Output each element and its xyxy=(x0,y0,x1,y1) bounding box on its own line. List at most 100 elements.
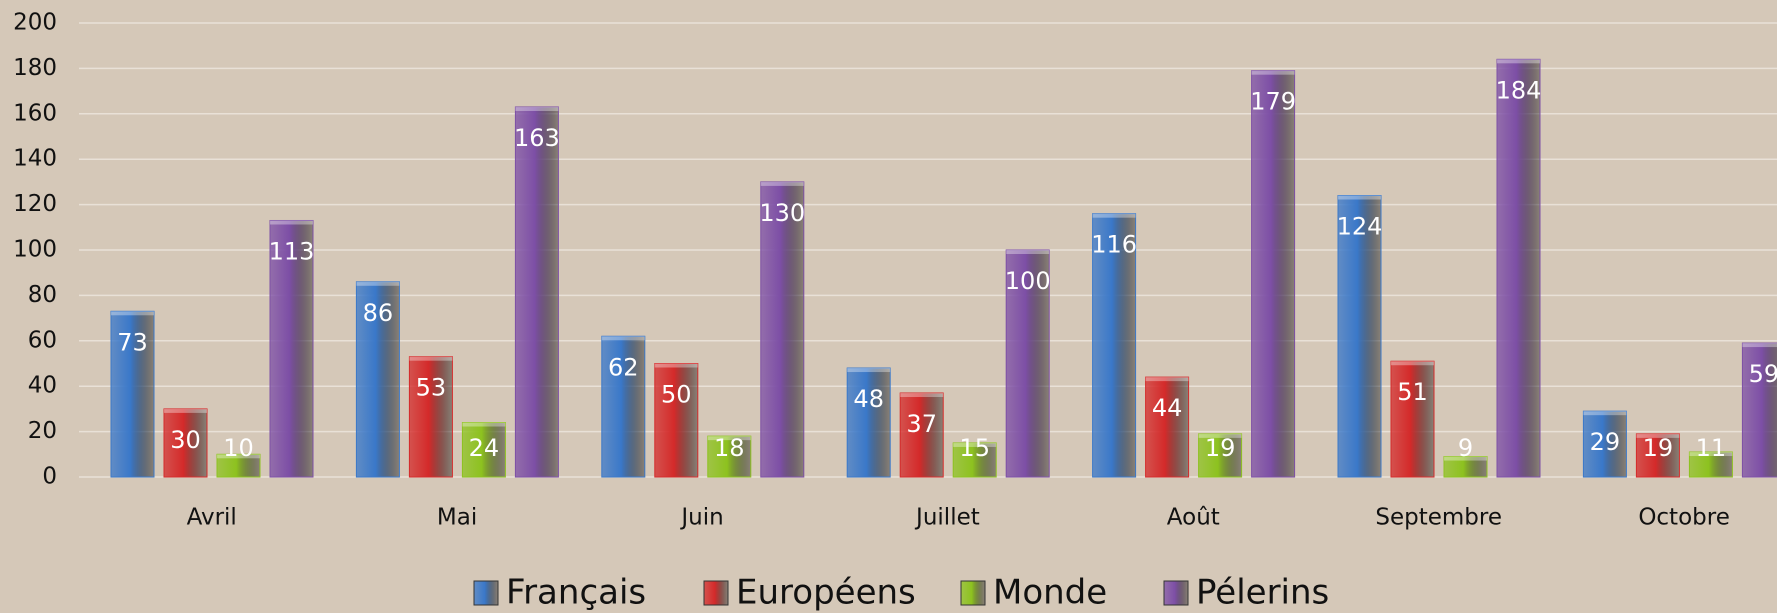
bar xyxy=(461,422,506,478)
bar-cap xyxy=(409,356,453,361)
data-label: 73 xyxy=(117,328,148,356)
bar xyxy=(1390,360,1435,478)
data-label: 19 xyxy=(1205,434,1236,462)
y-tick-label: 140 xyxy=(13,146,57,172)
bar-cap xyxy=(1742,343,1777,348)
bar xyxy=(1496,58,1541,478)
bar-cap xyxy=(847,368,891,373)
bar xyxy=(1005,249,1050,478)
y-tick-label: 20 xyxy=(28,418,57,444)
bar-cap xyxy=(1092,213,1136,218)
x-tick-label: Août xyxy=(1167,505,1220,531)
data-label: 11 xyxy=(1696,434,1727,462)
bar xyxy=(952,442,997,478)
x-tick-label: Avril xyxy=(187,505,237,531)
data-label: 44 xyxy=(1152,394,1183,422)
x-tick-label: Octobre xyxy=(1638,505,1730,531)
legend-swatch xyxy=(473,580,499,606)
bar-cap xyxy=(1636,433,1680,438)
bar-cap xyxy=(217,454,260,459)
bar-cap xyxy=(1497,59,1540,64)
bar xyxy=(1337,195,1382,478)
y-tick-label: 100 xyxy=(13,237,57,263)
data-label: 30 xyxy=(170,426,201,454)
data-label: 10 xyxy=(223,434,254,462)
y-tick-label: 0 xyxy=(42,464,57,490)
bar xyxy=(846,367,891,478)
data-label: 62 xyxy=(608,353,639,381)
bar xyxy=(601,335,646,478)
data-label: 179 xyxy=(1250,88,1296,116)
legend-swatch xyxy=(703,580,729,606)
y-tick-label: 200 xyxy=(13,10,57,36)
bar xyxy=(408,356,453,478)
data-label: 9 xyxy=(1458,434,1473,462)
data-label: 59 xyxy=(1749,360,1777,388)
bar xyxy=(1092,213,1137,478)
legend-swatch xyxy=(960,580,986,606)
bar-cap xyxy=(1391,361,1434,366)
bar-cap xyxy=(760,181,804,186)
y-tick-label: 80 xyxy=(28,282,57,308)
y-tick-label: 120 xyxy=(13,191,57,217)
data-label: 18 xyxy=(714,434,745,462)
data-label: 124 xyxy=(1337,213,1383,241)
bar xyxy=(1635,433,1680,478)
data-label: 163 xyxy=(514,124,560,152)
bar-cap xyxy=(953,442,997,447)
bar-cap xyxy=(1145,377,1189,382)
legend-label: Français xyxy=(506,573,646,613)
data-label: 15 xyxy=(959,434,990,462)
legend-label: Pélerins xyxy=(1196,573,1329,613)
bar xyxy=(1251,70,1296,478)
y-tick-label: 40 xyxy=(28,373,57,399)
data-label: 86 xyxy=(363,299,394,327)
bar xyxy=(654,363,699,478)
data-label: 113 xyxy=(269,237,315,265)
bar-cap xyxy=(1251,70,1295,75)
bar xyxy=(269,219,314,478)
bar xyxy=(216,453,261,478)
bar-cap xyxy=(462,422,506,427)
bar-cap xyxy=(654,363,698,368)
x-tick-label: Mai xyxy=(437,505,477,531)
bar xyxy=(1443,456,1488,478)
bar xyxy=(110,310,155,478)
bar-cap xyxy=(356,281,400,286)
data-label: 19 xyxy=(1643,434,1674,462)
data-label: 37 xyxy=(906,410,937,438)
x-tick-label: Juin xyxy=(679,505,723,531)
bar-cap xyxy=(1198,433,1242,438)
data-label: 100 xyxy=(1005,267,1051,295)
data-label: 116 xyxy=(1091,231,1137,259)
legend-label: Européens xyxy=(736,573,916,613)
bar-cap xyxy=(164,408,207,413)
bar xyxy=(760,181,805,478)
y-tick-label: 160 xyxy=(13,100,57,126)
data-label: 24 xyxy=(469,434,500,462)
bar xyxy=(1198,433,1243,478)
bar xyxy=(899,392,944,478)
bar-cap xyxy=(515,106,559,111)
data-label: 184 xyxy=(1496,76,1542,104)
bar-cap xyxy=(900,393,944,398)
legend-label: Monde xyxy=(993,573,1107,613)
x-tick-label: Septembre xyxy=(1375,505,1502,531)
data-label: 50 xyxy=(661,381,692,409)
bar-cap xyxy=(601,336,645,341)
bar xyxy=(163,408,208,478)
y-tick-label: 180 xyxy=(13,55,57,81)
bar-cap xyxy=(1689,452,1733,457)
data-label: 130 xyxy=(759,199,805,227)
x-tick-label: Juillet xyxy=(914,505,980,531)
bar xyxy=(1688,451,1733,478)
bar-cap xyxy=(1444,456,1487,461)
data-label: 48 xyxy=(853,385,884,413)
bar xyxy=(514,106,559,478)
bar xyxy=(355,281,400,478)
bar xyxy=(707,435,752,478)
bar-cap xyxy=(1338,195,1381,200)
bar xyxy=(1145,376,1190,478)
